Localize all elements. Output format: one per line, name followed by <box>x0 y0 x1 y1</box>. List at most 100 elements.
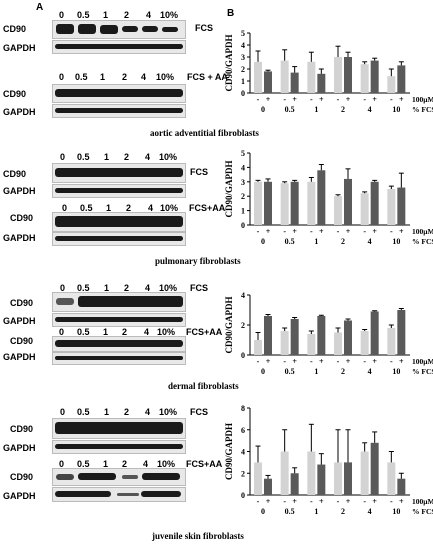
bar <box>280 331 289 355</box>
aa-plus: + <box>292 357 297 366</box>
bar <box>370 60 379 93</box>
bar <box>254 340 262 355</box>
blot-gapdh <box>52 184 186 198</box>
aa-minus: - <box>363 95 366 104</box>
bar <box>397 478 406 495</box>
lane-4: 4 <box>145 283 151 293</box>
condition-fcs-aa: FCS+AA <box>189 203 226 213</box>
lane-1: 1 <box>103 327 109 337</box>
aa-minus: - <box>257 357 260 366</box>
lane-0: 0 <box>62 203 68 213</box>
blot-gapdh <box>52 313 186 327</box>
y-tick-label: 0 <box>241 351 245 360</box>
lane-2: 2 <box>124 407 130 417</box>
aa-plus: + <box>372 227 377 236</box>
bar <box>317 464 326 495</box>
bar <box>344 462 352 495</box>
aa-minus: - <box>363 357 366 366</box>
row-label-cd90: CD90 <box>10 298 34 308</box>
bar <box>387 462 396 495</box>
y-axis-label: CD90/GAPDH <box>224 423 234 480</box>
section-title-aortic: aortic adventitial fibroblasts <box>150 128 259 138</box>
lane-2: 2 <box>122 327 128 337</box>
aa-plus: + <box>372 497 377 506</box>
blot-cd90-aa <box>52 468 186 486</box>
bar <box>280 183 289 225</box>
aa-minus: - <box>310 95 313 104</box>
lane-1: 1 <box>104 152 110 162</box>
lane-0: 0 <box>59 327 65 337</box>
aa-plus: + <box>319 357 324 366</box>
bar <box>290 473 299 495</box>
row-label-cd90: CD90 <box>10 424 34 434</box>
section-title-juvenile: juvenile skin fibroblasts <box>152 531 244 541</box>
condition-fcs-aa: FCS+AA <box>186 459 223 469</box>
lane-2: 2 <box>122 459 128 469</box>
x-tick-label: 1 <box>314 237 318 246</box>
bar <box>397 187 406 225</box>
aa-minus: - <box>283 227 286 236</box>
x-tick-label: 0 <box>261 367 265 376</box>
section-title-pulmonary: pulmonary fibroblasts <box>155 256 241 266</box>
blot-cd90 <box>52 418 186 439</box>
lane-1: 1 <box>106 203 112 213</box>
bar <box>360 193 369 225</box>
y-tick-label: 4 <box>241 163 245 172</box>
y-axis-label: CD90/GAPDH <box>224 161 234 218</box>
aa-minus: - <box>337 95 340 104</box>
fcs-legend: % FCS <box>412 105 433 114</box>
bar <box>317 73 326 93</box>
aa-minus: - <box>337 357 340 366</box>
blot-gapdh-aa <box>52 104 186 118</box>
aa-plus: + <box>346 357 351 366</box>
bar <box>360 64 369 93</box>
blot-gapdh <box>52 440 186 454</box>
bar <box>397 310 406 355</box>
x-tick-label: 2 <box>341 105 345 114</box>
lane-0: 0 <box>59 459 65 469</box>
y-tick-label: 0 <box>241 221 245 230</box>
y-tick-label: 3 <box>241 178 245 187</box>
condition-fcs: FCS <box>190 167 208 177</box>
bar <box>387 189 396 225</box>
aa-plus: + <box>399 357 404 366</box>
aa-plus: + <box>346 227 351 236</box>
bar <box>290 319 299 355</box>
bar <box>344 57 352 93</box>
aa-plus: + <box>319 227 324 236</box>
aa-plus: + <box>346 95 351 104</box>
condition-fcs-aa: FCS + AA <box>187 72 228 82</box>
x-tick-label: 0.5 <box>285 507 295 516</box>
lane-10: 10% <box>160 203 179 213</box>
aa-minus: - <box>283 95 286 104</box>
aa-legend: 100μM AA <box>412 497 433 506</box>
fcs-legend: % FCS <box>412 367 433 376</box>
x-tick-label: 1 <box>314 367 318 376</box>
bar <box>360 451 369 495</box>
bar <box>290 181 299 225</box>
lane-4: 4 <box>141 72 147 82</box>
y-tick-label: 5 <box>241 149 245 158</box>
row-label-cd90: CD90 <box>10 336 34 346</box>
x-tick-label: 1 <box>314 105 318 114</box>
x-tick-label: 4 <box>368 507 372 516</box>
x-tick-label: 1 <box>314 507 318 516</box>
row-label-gapdh: GAPDH <box>3 186 36 196</box>
x-tick-label: 2 <box>341 507 345 516</box>
blot-cd90-aa <box>52 84 186 103</box>
row-label-gapdh: GAPDH <box>3 107 36 117</box>
blot-cd90-aa <box>52 212 186 232</box>
condition-fcs: FCS <box>190 283 208 293</box>
aa-plus: + <box>399 227 404 236</box>
bar <box>370 181 379 225</box>
lane-0: 0 <box>59 72 65 82</box>
y-tick-label: 2 <box>241 192 245 201</box>
row-label-gapdh: GAPDH <box>3 491 36 501</box>
lane-0-5: 0.5 <box>77 407 90 417</box>
x-tick-label: 10 <box>392 237 400 246</box>
x-tick-label: 0 <box>261 237 265 246</box>
bar <box>370 442 379 495</box>
aa-minus: - <box>363 497 366 506</box>
